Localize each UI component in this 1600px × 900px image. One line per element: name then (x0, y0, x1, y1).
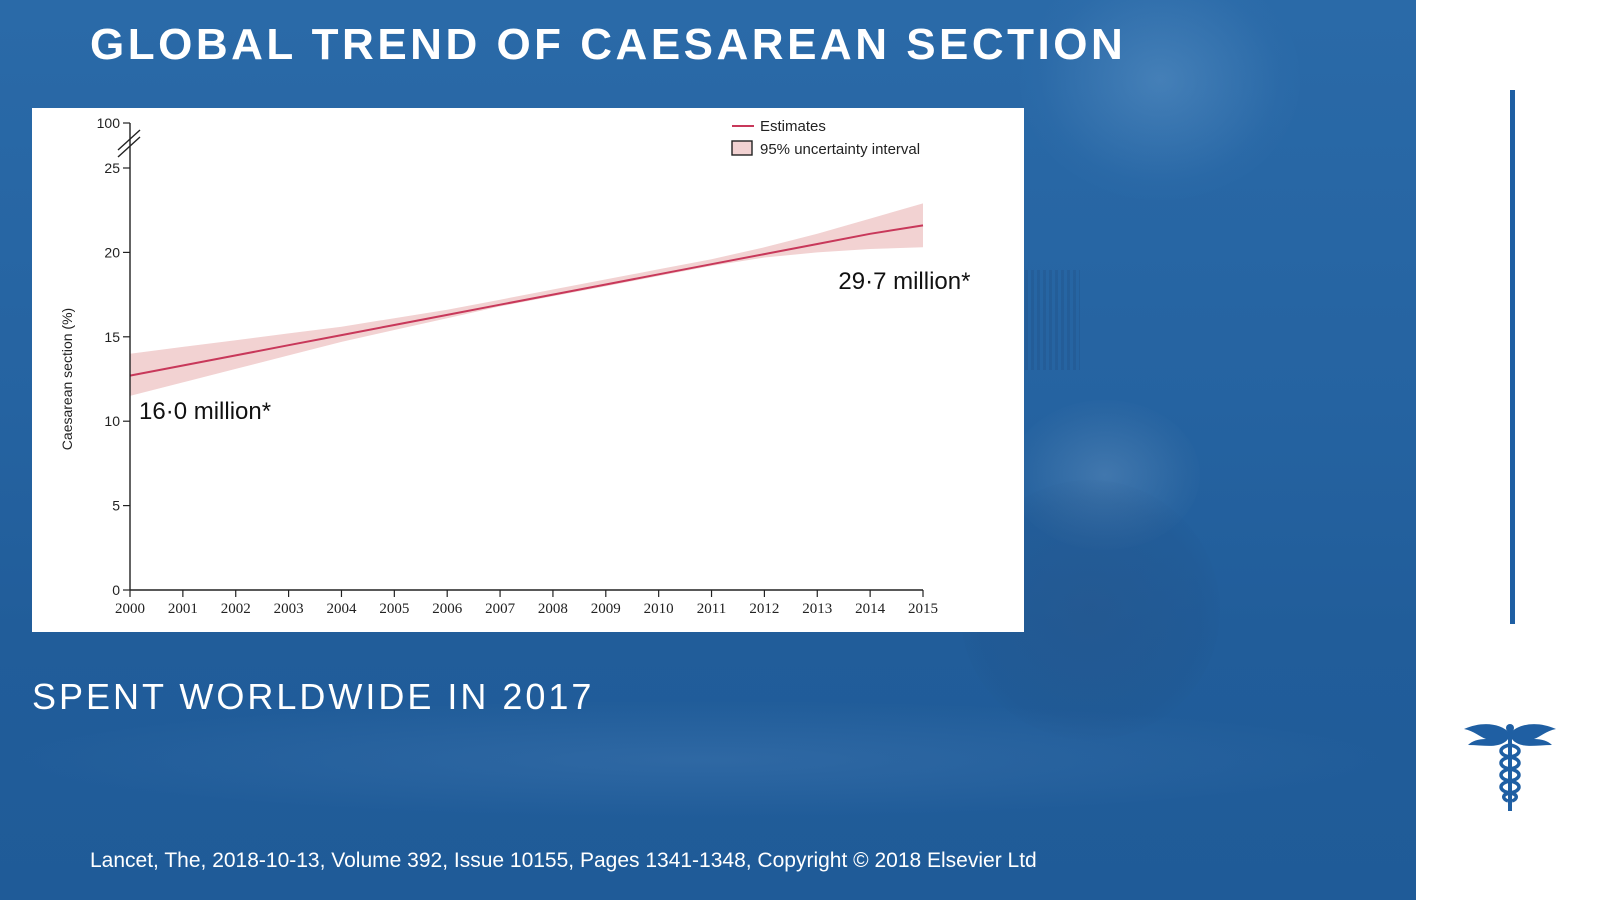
y-tick-label: 20 (104, 244, 120, 260)
axis-break-mark (117, 129, 141, 151)
x-tick-label: 2004 (326, 601, 357, 617)
x-tick-label: 2001 (168, 601, 198, 617)
legend-band-swatch (731, 140, 753, 156)
accent-rule (1510, 90, 1515, 624)
y-axis-label: Caesarean section (%) (59, 308, 75, 450)
axes-layer (117, 122, 924, 597)
instrument-table-shape (0, 700, 1400, 820)
axis-break-mark (117, 136, 141, 158)
caduceus-icon (1464, 724, 1556, 811)
x-tick-label: 2000 (115, 601, 145, 617)
x-tick-label: 2012 (749, 601, 779, 617)
labels-layer: 2000 2001 2002 2003 2004 2005 2006 2007 2008 2009… (59, 115, 970, 617)
series-line-0 (129, 224, 924, 377)
y-tick-label: 0 (112, 582, 120, 598)
x-tick-label: 2015 (908, 601, 938, 617)
x-tick-label: 2005 (379, 601, 409, 617)
y-tick-label: 100 (97, 115, 121, 131)
citation-text: Lancet, The, 2018-10-13, Volume 392, Iss… (90, 849, 1037, 872)
legend-label: 95% uncertainty interval (760, 141, 920, 158)
y-tick-label: 5 (112, 498, 120, 514)
y-tick-label: 10 (104, 413, 120, 429)
x-tick-label: 2009 (591, 601, 621, 617)
x-tick-label: 2002 (221, 601, 251, 617)
y-tick-label: 25 (104, 160, 120, 176)
x-tick-label: 2006 (432, 601, 463, 617)
surgeon-cap-shape (1010, 400, 1200, 550)
legend-label: Estimates (760, 118, 826, 135)
x-tick-label: 2003 (274, 601, 304, 617)
estimate-line-layer (129, 224, 924, 377)
chart-panel: 2000 2001 2002 2003 2004 2005 2006 2007 2008 2009… (32, 108, 1024, 632)
trend-chart: 2000 2001 2002 2003 2004 2005 2006 2007 2008 2009… (59, 115, 970, 617)
slide-subtitle: SPENT WORLDWIDE IN 2017 (32, 676, 595, 717)
x-tick-label: 2013 (802, 601, 832, 617)
x-tick-label: 2008 (538, 601, 568, 617)
x-tick-label: 2014 (855, 601, 886, 617)
slide-title: GLOBAL TREND OF CAESAREAN SECTION (90, 20, 1127, 69)
annotation-label: 29·7 million* (838, 268, 970, 295)
y-tick-label: 15 (104, 329, 120, 345)
x-tick-label: 2010 (644, 601, 674, 617)
x-tick-label: 2011 (697, 601, 726, 617)
annotation-label: 16·0 million* (139, 398, 271, 425)
x-tick-label: 2007 (485, 601, 515, 617)
vent-grille-shape (1025, 270, 1080, 370)
